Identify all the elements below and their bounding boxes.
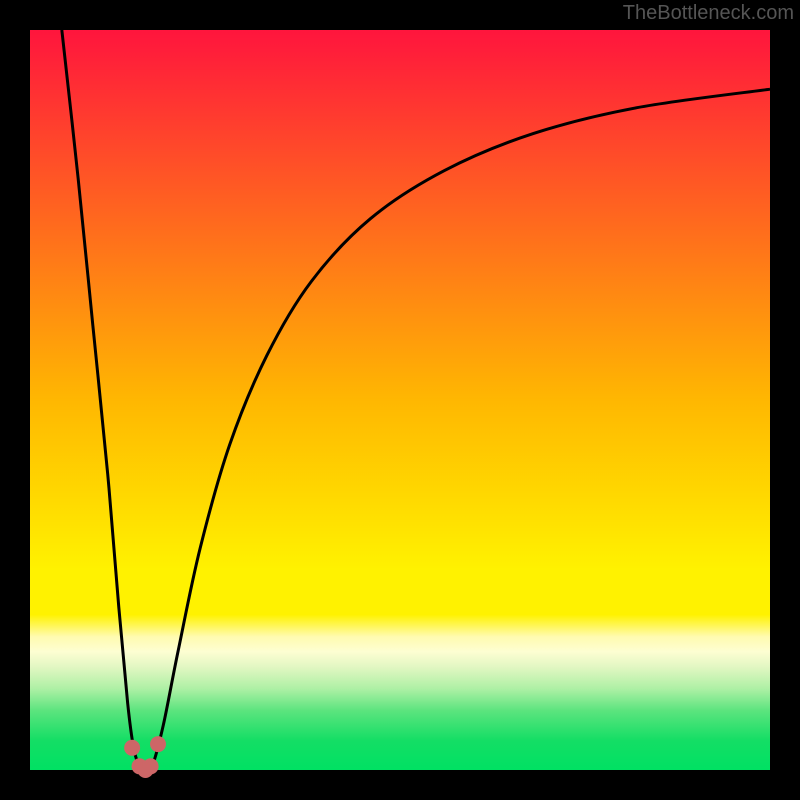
watermark-label: TheBottleneck.com [623,2,794,25]
curve-marker [124,740,140,756]
curve-marker [150,736,166,752]
curve-marker [143,758,159,774]
plot-background [30,30,770,770]
bottleneck-chart [0,0,800,800]
chart-container: TheBottleneck.com [0,0,800,800]
